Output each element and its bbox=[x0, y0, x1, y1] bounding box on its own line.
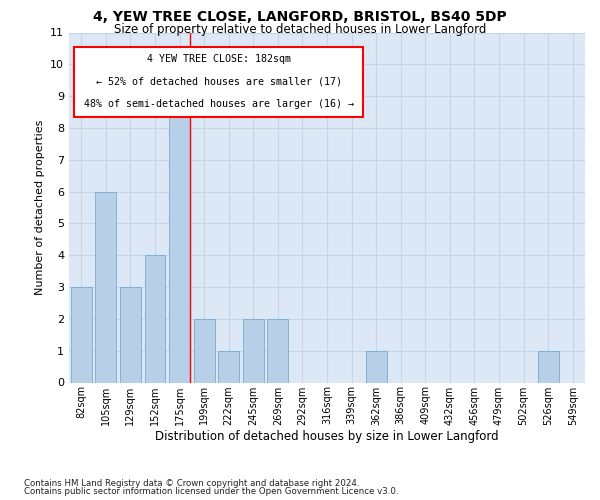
Text: 4 YEW TREE CLOSE: 182sqm: 4 YEW TREE CLOSE: 182sqm bbox=[146, 54, 290, 64]
Bar bbox=[365, 350, 386, 382]
Text: 48% of semi-detached houses are larger (16) →: 48% of semi-detached houses are larger (… bbox=[83, 99, 353, 109]
Bar bbox=[145, 255, 166, 382]
Bar bbox=[218, 350, 239, 382]
Text: Contains HM Land Registry data © Crown copyright and database right 2024.: Contains HM Land Registry data © Crown c… bbox=[24, 478, 359, 488]
FancyBboxPatch shape bbox=[74, 46, 363, 116]
Bar bbox=[538, 350, 559, 382]
Bar bbox=[243, 319, 264, 382]
Y-axis label: Number of detached properties: Number of detached properties bbox=[35, 120, 44, 295]
Text: 4, YEW TREE CLOSE, LANGFORD, BRISTOL, BS40 5DP: 4, YEW TREE CLOSE, LANGFORD, BRISTOL, BS… bbox=[93, 10, 507, 24]
Bar bbox=[71, 287, 92, 382]
Text: Contains public sector information licensed under the Open Government Licence v3: Contains public sector information licen… bbox=[24, 487, 398, 496]
Text: Size of property relative to detached houses in Lower Langford: Size of property relative to detached ho… bbox=[114, 22, 486, 36]
Bar bbox=[194, 319, 215, 382]
Bar bbox=[169, 96, 190, 382]
Bar bbox=[120, 287, 141, 382]
Bar bbox=[95, 192, 116, 382]
Bar bbox=[268, 319, 289, 382]
Text: ← 52% of detached houses are smaller (17): ← 52% of detached houses are smaller (17… bbox=[95, 76, 341, 86]
X-axis label: Distribution of detached houses by size in Lower Langford: Distribution of detached houses by size … bbox=[155, 430, 499, 444]
